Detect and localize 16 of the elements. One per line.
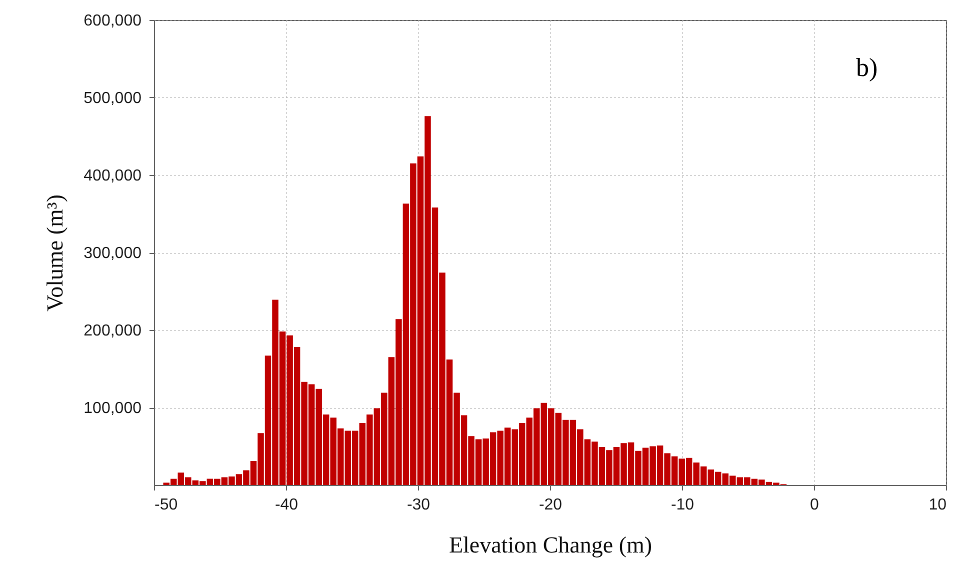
y-tick-label: 500,000 [84,90,142,107]
x-tick-label: -20 [538,496,562,514]
x-axis-title: Elevation Change (m) [448,532,652,558]
y-tick-label: 600,000 [84,12,142,30]
annotation: b) [856,53,878,82]
y-tick-label: 300,000 [84,245,142,262]
x-tick-label: -40 [274,496,298,514]
y-tick-label: 200,000 [84,322,142,340]
x-tick-label: -30 [406,496,430,514]
y-axis-title: Volume (m³) [42,194,68,312]
y-tick-label: 100,000 [84,400,142,417]
x-tick-label: 10 [928,496,947,514]
x-tick-label: 0 [810,496,820,514]
x-tick-label: -50 [154,496,178,514]
x-tick-label: -10 [670,496,694,514]
y-tick-label: 400,000 [84,168,142,184]
